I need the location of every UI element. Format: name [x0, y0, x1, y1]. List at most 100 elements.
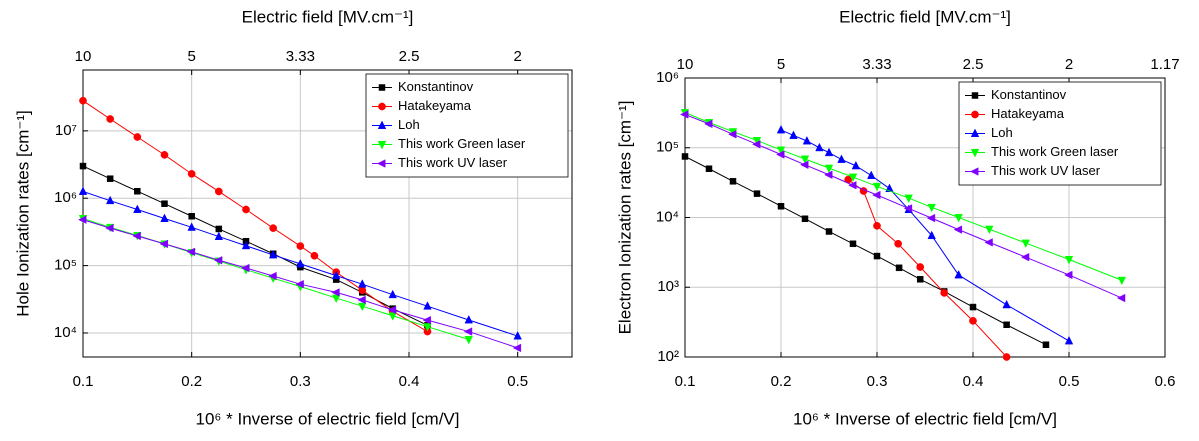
- marker: [296, 258, 305, 268]
- marker: [310, 251, 319, 260]
- marker: [1064, 335, 1074, 345]
- marker: [776, 124, 786, 134]
- marker: [388, 289, 397, 299]
- marker: [1002, 353, 1011, 361]
- marker: [1020, 252, 1030, 262]
- marker: [1064, 270, 1073, 280]
- marker: [969, 303, 977, 311]
- marker: [705, 165, 713, 172]
- marker: [358, 279, 367, 288]
- plot-frame: [684, 77, 1166, 358]
- marker: [1117, 276, 1127, 286]
- x-axis-title: 10⁶ * Inverse of electric field [cm/V]: [196, 409, 460, 428]
- marker: [106, 175, 114, 182]
- x-tick-label: 0.2: [771, 373, 792, 390]
- marker: [848, 181, 857, 190]
- y-tick-label: 10⁷: [55, 122, 77, 139]
- x2-axis-title: Electric field [MV.cm⁻¹]: [242, 7, 414, 26]
- marker: [358, 302, 367, 312]
- marker: [969, 316, 977, 325]
- marker: [358, 286, 367, 295]
- marker: [728, 130, 737, 139]
- marker: [214, 187, 223, 196]
- x2-tick-label: 3.33: [862, 56, 891, 73]
- marker: [848, 173, 858, 183]
- x2-tick-label: 10: [677, 56, 694, 73]
- y-tick-label: 10⁵: [656, 139, 679, 156]
- marker: [729, 178, 737, 185]
- y-tick-label: 10⁵: [54, 257, 77, 274]
- marker: [422, 315, 431, 325]
- marker: [971, 110, 979, 119]
- marker: [824, 147, 834, 157]
- marker: [824, 164, 834, 174]
- marker: [873, 252, 881, 260]
- marker: [800, 155, 810, 164]
- marker: [377, 159, 386, 168]
- x2-tick-label: 5: [187, 48, 195, 65]
- marker: [295, 279, 304, 289]
- legend-label: This work Green laser: [398, 136, 526, 151]
- marker: [378, 84, 386, 91]
- y-axis-title: Electron Ionization rates [cm⁻¹]: [615, 101, 634, 335]
- marker: [903, 204, 913, 213]
- marker: [78, 215, 87, 224]
- y-axis-title: Hole Ionization rates [cm⁻¹]: [13, 110, 32, 316]
- marker: [872, 190, 881, 200]
- series-line: [685, 112, 1122, 281]
- marker: [927, 230, 936, 240]
- marker: [106, 115, 115, 123]
- marker: [927, 203, 936, 213]
- x2-tick-label: 2: [513, 48, 521, 65]
- marker: [895, 264, 903, 272]
- marker: [331, 288, 340, 297]
- marker: [916, 263, 925, 271]
- marker: [464, 336, 473, 345]
- x-tick-label: 0.6: [1155, 373, 1176, 390]
- marker: [105, 195, 115, 205]
- marker: [134, 187, 141, 195]
- marker: [680, 110, 689, 119]
- marker: [752, 140, 761, 149]
- marker: [242, 205, 250, 214]
- marker: [776, 146, 786, 155]
- legend-label: This work UV laser: [398, 155, 508, 170]
- marker: [78, 186, 88, 195]
- marker: [161, 200, 168, 207]
- marker: [800, 160, 809, 169]
- marker: [133, 133, 142, 141]
- marker: [970, 128, 980, 137]
- y-tick-label: 10⁴: [656, 208, 679, 225]
- marker: [1064, 256, 1074, 265]
- marker: [926, 213, 936, 223]
- marker: [132, 231, 141, 241]
- marker: [916, 276, 924, 283]
- marker: [704, 119, 713, 129]
- y-tick-label: 10⁶: [656, 69, 679, 86]
- x-axis-title: 10⁶ * Inverse of electric field [cm/V]: [793, 409, 1057, 428]
- marker: [985, 225, 994, 235]
- marker: [423, 301, 432, 310]
- legend-label: Konstantinov: [991, 87, 1067, 102]
- series-line: [83, 100, 428, 332]
- legend-box: [365, 73, 569, 178]
- marker: [241, 263, 250, 273]
- x2-axis-title: Electric field [MV.cm⁻¹]: [839, 7, 1011, 26]
- marker: [241, 240, 251, 250]
- marker: [825, 228, 833, 235]
- marker: [954, 270, 963, 279]
- marker: [984, 238, 993, 247]
- marker: [160, 213, 169, 222]
- marker: [268, 249, 278, 259]
- marker: [849, 240, 857, 248]
- marker: [357, 295, 366, 305]
- marker: [79, 96, 87, 105]
- y-tick-label: 10²: [657, 348, 679, 365]
- legend-label: Hatakeyama: [991, 106, 1065, 121]
- marker: [215, 225, 223, 233]
- marker: [423, 323, 432, 332]
- x2-tick-label: 3.33: [286, 48, 315, 65]
- marker: [872, 182, 882, 192]
- marker: [894, 239, 902, 248]
